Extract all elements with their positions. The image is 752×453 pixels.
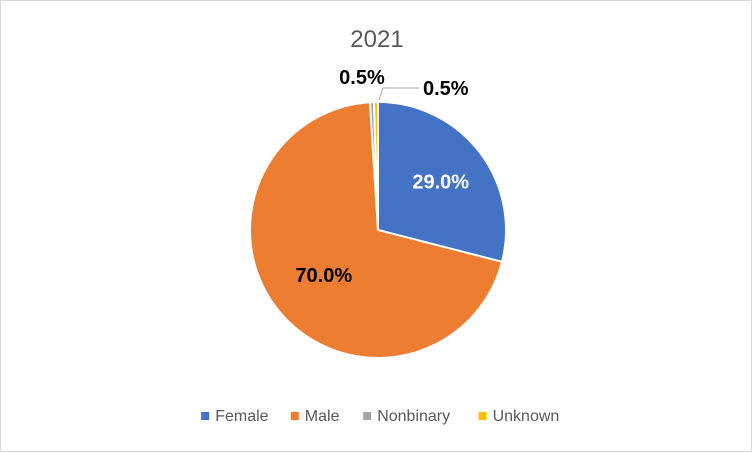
legend-swatch-unknown [478, 412, 487, 420]
pie-slice-unknown [372, 100, 379, 231]
legend-label-male: Male [305, 408, 340, 425]
leader-line-unknown [378, 87, 419, 101]
data-labels: 29.0% 70.0% 0.5% 0.5% [295, 67, 469, 287]
legend: Female Male Nonbinary Unknown [201, 408, 559, 425]
data-label-male: 70.0% [295, 265, 352, 287]
legend-label-female: Female [215, 408, 268, 425]
chart-title: 2021 [350, 26, 403, 53]
data-label-unknown: 0.5% [423, 78, 469, 100]
pie-slices [249, 100, 507, 359]
legend-swatch-nonbinary [363, 412, 372, 420]
leader-lines [378, 87, 419, 101]
legend-label-unknown: Unknown [493, 408, 560, 425]
data-label-nonbinary: 0.5% [339, 67, 385, 89]
legend-swatch-male [290, 412, 299, 420]
data-label-female: 29.0% [412, 171, 469, 193]
pie-slice-female [377, 100, 507, 264]
pie-slice-male [249, 101, 504, 359]
legend-label-nonbinary: Nonbinary [377, 408, 450, 425]
legend-swatch-female [201, 412, 210, 420]
